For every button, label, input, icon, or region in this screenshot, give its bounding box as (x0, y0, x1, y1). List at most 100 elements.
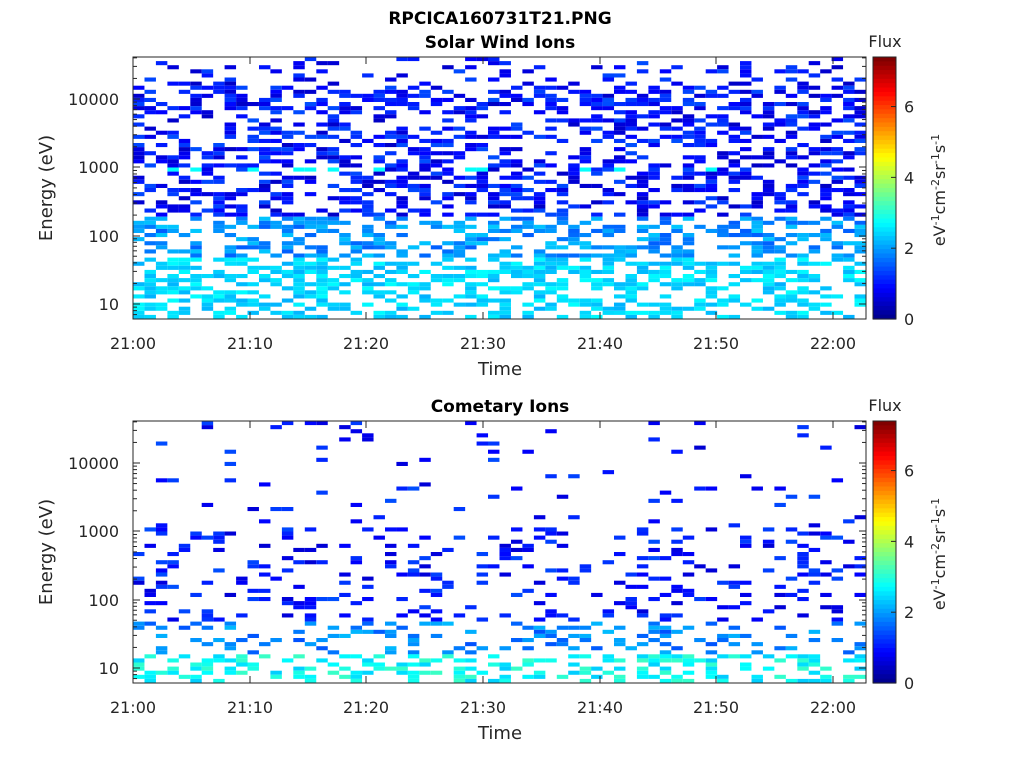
heatmap-cell (453, 69, 466, 74)
heatmap-cell (751, 265, 763, 270)
heatmap-cell (304, 294, 317, 299)
heatmap-cell (671, 547, 683, 552)
heatmap-cell (568, 625, 580, 630)
heatmap-cell (201, 502, 214, 507)
heatmap-cell (499, 204, 511, 209)
heatmap-cell (602, 613, 615, 618)
heatmap-cell (854, 192, 866, 197)
heatmap-cell (201, 208, 214, 213)
heatmap-cell (167, 171, 179, 176)
heatmap-cell (843, 241, 855, 246)
heatmap-cell (682, 592, 695, 597)
heatmap-cell (808, 126, 821, 131)
heatmap-cell (259, 519, 271, 524)
heatmap-cell (362, 629, 374, 634)
heatmap-cell (247, 633, 259, 638)
heatmap-cell (407, 674, 420, 679)
heatmap-cell (362, 183, 374, 188)
heatmap-cell (178, 114, 191, 119)
heatmap-cell (350, 310, 363, 315)
heatmap-cell (201, 421, 214, 426)
heatmap-cell (602, 670, 615, 675)
colorbar-segment (873, 586, 896, 592)
heatmap-cell (270, 118, 282, 123)
heatmap-cell (144, 609, 156, 614)
heatmap-cell (453, 228, 466, 233)
heatmap-cell (762, 110, 775, 115)
heatmap-cell (854, 179, 866, 184)
heatmap-cell (144, 134, 156, 139)
heatmap-cell (694, 171, 706, 176)
heatmap-cell (224, 290, 237, 295)
heatmap-cell (511, 228, 523, 233)
heatmap-cell (155, 584, 168, 589)
heatmap-cell (820, 208, 832, 213)
heatmap-cell (659, 237, 672, 242)
heatmap-cell (350, 261, 363, 266)
colorbar-segment (873, 196, 896, 202)
heatmap-cell (407, 106, 420, 111)
heatmap-cell (155, 290, 168, 295)
heatmap-cell (350, 519, 363, 524)
heatmap-cell (648, 143, 660, 148)
heatmap-cell (442, 110, 454, 115)
heatmap-cell (488, 224, 500, 229)
heatmap-cell (465, 245, 477, 250)
heatmap-cell (339, 200, 351, 205)
heatmap-cell (705, 642, 718, 647)
heatmap-cell (155, 625, 168, 630)
heatmap-cell (694, 269, 706, 274)
y-tick-label: 10 (99, 295, 119, 314)
heatmap-cell (362, 433, 374, 438)
heatmap-cell (259, 220, 271, 225)
heatmap-cell (614, 224, 626, 229)
heatmap-cell (648, 674, 660, 679)
heatmap-cell (648, 188, 660, 193)
heatmap-cell (556, 531, 569, 536)
heatmap-cell (751, 163, 763, 168)
heatmap-cell (705, 658, 718, 663)
colorbar-segment (873, 87, 896, 93)
heatmap-cell (316, 282, 328, 287)
heatmap-cell (465, 212, 477, 217)
heatmap-cell (362, 437, 374, 442)
heatmap-cell (636, 302, 649, 307)
heatmap-cell (797, 425, 809, 430)
heatmap-cell (144, 278, 156, 283)
heatmap-cell (259, 171, 271, 176)
panel-title: Solar Wind Ions (425, 33, 576, 53)
heatmap-cell (820, 666, 832, 671)
heatmap-cell (190, 249, 202, 254)
heatmap-cell (350, 625, 363, 630)
heatmap-cell (785, 253, 798, 258)
heatmap-cell (327, 89, 340, 94)
heatmap-cell (728, 580, 741, 585)
heatmap-cell (762, 179, 775, 184)
heatmap-cell (488, 192, 500, 197)
heatmap-cell (270, 179, 282, 184)
heatmap-cell (488, 167, 500, 172)
heatmap-cell (373, 188, 385, 193)
heatmap-cell (682, 241, 695, 246)
heatmap-cell (293, 224, 305, 229)
heatmap-cell (717, 228, 729, 233)
heatmap-cell (797, 666, 809, 671)
x-tick-label: 21:20 (343, 334, 389, 353)
heatmap-cell (396, 159, 408, 164)
colorbar-segment (873, 214, 896, 220)
heatmap-cell (133, 625, 145, 630)
heatmap-cell (648, 249, 660, 254)
heatmap-cell (293, 294, 305, 299)
heatmap-cell (453, 613, 466, 618)
heatmap-cell (785, 220, 798, 225)
heatmap-cell (556, 192, 569, 197)
heatmap-cell (568, 515, 580, 520)
heatmap-cell (499, 662, 511, 667)
heatmap-cell (190, 662, 202, 667)
heatmap-cell (740, 171, 752, 176)
heatmap-cell (511, 224, 523, 229)
heatmap-cell (659, 122, 672, 127)
heatmap-cell (247, 126, 259, 131)
heatmap-cell (728, 81, 741, 86)
heatmap-cell (476, 617, 489, 622)
